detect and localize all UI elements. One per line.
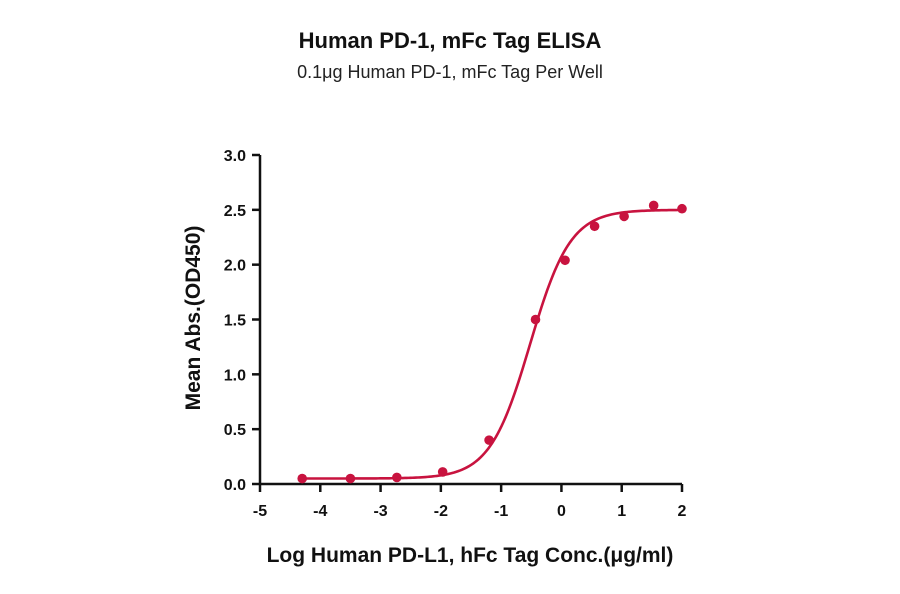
y-tick-label: 2.0 — [224, 258, 246, 275]
y-tick-label: 1.0 — [224, 367, 246, 384]
data-point — [392, 472, 402, 483]
data-points-layer — [297, 200, 687, 484]
y-axis-title: Mean Abs.(OD450) — [182, 226, 205, 411]
data-point — [437, 467, 448, 477]
y-tick-label: 1.5 — [224, 313, 246, 330]
data-point — [297, 473, 308, 484]
x-tick-label: 0 — [557, 503, 566, 520]
x-tick-label: -5 — [253, 503, 267, 520]
data-point — [648, 200, 659, 211]
x-axis: -5 -4 -3 -2 -1 0 1 2 — [253, 482, 687, 520]
chart-title: Human PD-1, mFc Tag ELISA — [298, 28, 602, 53]
y-tick-label: 0.0 — [224, 477, 246, 494]
x-tick-label: -3 — [373, 503, 387, 520]
data-point — [560, 255, 570, 266]
x-tick-label: -4 — [313, 503, 327, 520]
y-tick-label: 0.5 — [224, 422, 246, 439]
data-point — [619, 211, 629, 222]
x-tick-label: -2 — [434, 503, 448, 520]
x-axis-title: Log Human PD-L1, hFc Tag Conc.(μg/ml) — [267, 544, 674, 567]
y-tick-label: 2.5 — [224, 203, 246, 220]
x-tick-label: 1 — [617, 503, 626, 520]
y-tick-label: 3.0 — [224, 148, 246, 165]
x-tick-label: 2 — [678, 503, 687, 520]
x-tick-label: -1 — [494, 503, 508, 520]
chart-subtitle: 0.1μg Human PD-1, mFc Tag Per Well — [297, 62, 603, 82]
data-point — [484, 435, 494, 445]
data-point — [345, 473, 356, 484]
data-point — [589, 221, 600, 232]
y-axis: 0.0 0.5 1.0 1.5 2.0 2.5 3.0 — [224, 148, 262, 494]
data-point — [677, 203, 687, 214]
data-point — [530, 314, 541, 325]
